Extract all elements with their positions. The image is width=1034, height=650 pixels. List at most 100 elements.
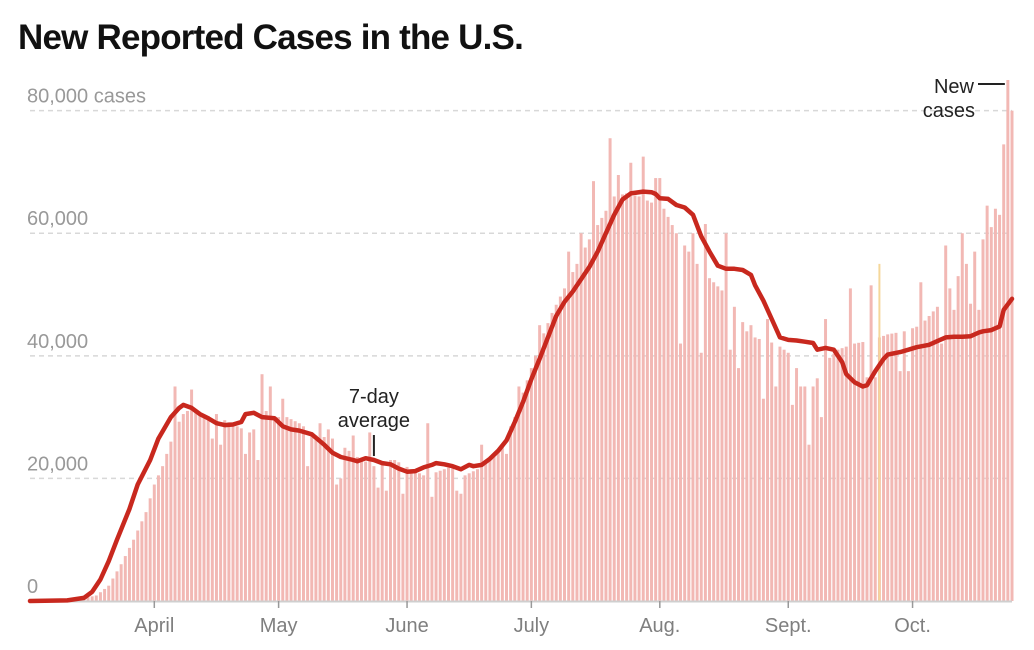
daily-cases-bar	[708, 278, 712, 601]
y-tick-label: 20,000	[27, 453, 88, 475]
daily-cases-bar	[430, 496, 434, 601]
daily-cases-bar	[691, 233, 695, 602]
daily-cases-bar	[927, 315, 931, 601]
daily-cases-bar	[674, 233, 678, 602]
daily-cases-bar	[285, 417, 289, 601]
daily-cases-bar	[355, 456, 359, 601]
daily-cases-bar	[521, 392, 525, 601]
daily-cases-bar	[368, 432, 372, 601]
daily-cases-bar	[388, 460, 392, 601]
daily-cases-bar	[973, 251, 977, 601]
daily-cases-bar	[596, 225, 600, 601]
daily-cases-bar	[173, 386, 177, 601]
daily-cases-bar	[935, 306, 939, 601]
daily-cases-bar	[260, 374, 264, 601]
daily-cases-bar	[886, 334, 890, 601]
daily-cases-bar	[761, 398, 765, 601]
daily-cases-bar	[819, 417, 823, 601]
daily-cases-bar	[977, 309, 981, 601]
daily-cases-bar	[554, 304, 558, 601]
daily-cases-bar	[103, 588, 107, 601]
daily-cases-bar	[558, 296, 562, 601]
x-tick-label: April	[134, 615, 174, 637]
daily-cases-bar	[380, 462, 384, 601]
daily-cases-bar	[277, 417, 281, 601]
annotation-seven-day-average-line2: average	[338, 410, 410, 432]
daily-cases-bar	[86, 597, 90, 601]
daily-cases-bar	[351, 435, 355, 601]
daily-cases-bar	[156, 475, 160, 601]
daily-cases-bar	[981, 239, 985, 602]
daily-cases-bar	[509, 426, 513, 601]
daily-cases-bar	[115, 571, 119, 601]
daily-cases-bar	[882, 335, 886, 601]
daily-cases-bar	[256, 460, 260, 601]
daily-cases-bar	[637, 196, 641, 601]
daily-cases-bar	[330, 438, 334, 601]
daily-cases-bar	[662, 208, 666, 601]
daily-cases-bar	[476, 469, 479, 601]
daily-cases-bar	[695, 263, 699, 601]
daily-cases-bar	[148, 498, 152, 601]
daily-cases-bar	[343, 447, 347, 601]
daily-cases-bar	[546, 323, 550, 601]
daily-cases-bar	[231, 424, 235, 601]
daily-cases-bar	[181, 414, 185, 601]
seven-day-average-path	[27, 189, 1015, 604]
daily-cases-bar	[484, 463, 488, 601]
annotation-seven-day-average-line1: 7-day	[349, 386, 399, 408]
x-tick-label: May	[260, 615, 298, 637]
daily-cases-bar	[828, 357, 832, 601]
daily-cases-bar	[948, 288, 952, 601]
daily-cases-bar	[301, 426, 305, 601]
daily-cases-bar	[94, 595, 98, 601]
daily-cases-bar	[824, 319, 828, 601]
daily-cases-bar	[339, 478, 343, 601]
daily-cases-bar	[732, 306, 736, 601]
daily-cases-bar	[417, 473, 421, 601]
daily-cases-bar	[152, 484, 156, 601]
daily-cases-bar	[401, 493, 405, 601]
daily-cases-bar	[861, 342, 865, 601]
new-cases-bars	[32, 80, 1014, 602]
daily-cases-bar	[264, 410, 268, 601]
daily-cases-bar	[492, 454, 496, 601]
daily-cases-bar	[372, 466, 376, 601]
daily-cases-bar	[915, 326, 919, 601]
daily-cases-bar	[1010, 110, 1014, 602]
daily-cases-bar	[480, 444, 484, 601]
daily-cases-bar	[658, 178, 662, 601]
daily-cases-bar	[712, 282, 716, 601]
daily-cases-bar	[906, 371, 910, 601]
daily-cases-bar	[455, 490, 459, 601]
daily-cases-bar	[359, 459, 363, 601]
daily-cases-bar	[600, 217, 604, 601]
daily-cases-bar	[956, 276, 960, 601]
daily-cases-bar	[964, 263, 968, 601]
daily-cases-bar	[832, 353, 836, 601]
daily-cases-bar	[683, 245, 687, 602]
daily-cases-bar	[940, 343, 944, 601]
daily-cases-bar	[488, 460, 492, 601]
daily-cases-bar	[471, 471, 475, 601]
daily-cases-bar	[898, 371, 902, 601]
daily-cases-bar	[567, 251, 571, 601]
daily-cases-bar	[322, 437, 326, 601]
daily-cases-bar	[393, 460, 397, 601]
daily-cases-bar	[989, 227, 993, 602]
daily-cases-bar	[293, 421, 297, 601]
daily-cases-bar	[438, 470, 442, 601]
daily-cases-bar	[405, 466, 409, 601]
x-tick-label: Aug.	[639, 615, 680, 637]
daily-cases-bar	[902, 331, 906, 601]
daily-cases-bar	[919, 282, 923, 601]
daily-cases-bar	[666, 216, 670, 601]
daily-cases-bar	[314, 435, 318, 601]
daily-cases-bar	[127, 547, 131, 601]
daily-cases-bar	[505, 453, 508, 601]
daily-cases-bar	[1006, 80, 1010, 601]
daily-cases-bar	[248, 432, 252, 601]
daily-cases-bar	[289, 419, 293, 601]
daily-cases-bar	[753, 337, 757, 601]
daily-cases-bar	[629, 162, 633, 601]
